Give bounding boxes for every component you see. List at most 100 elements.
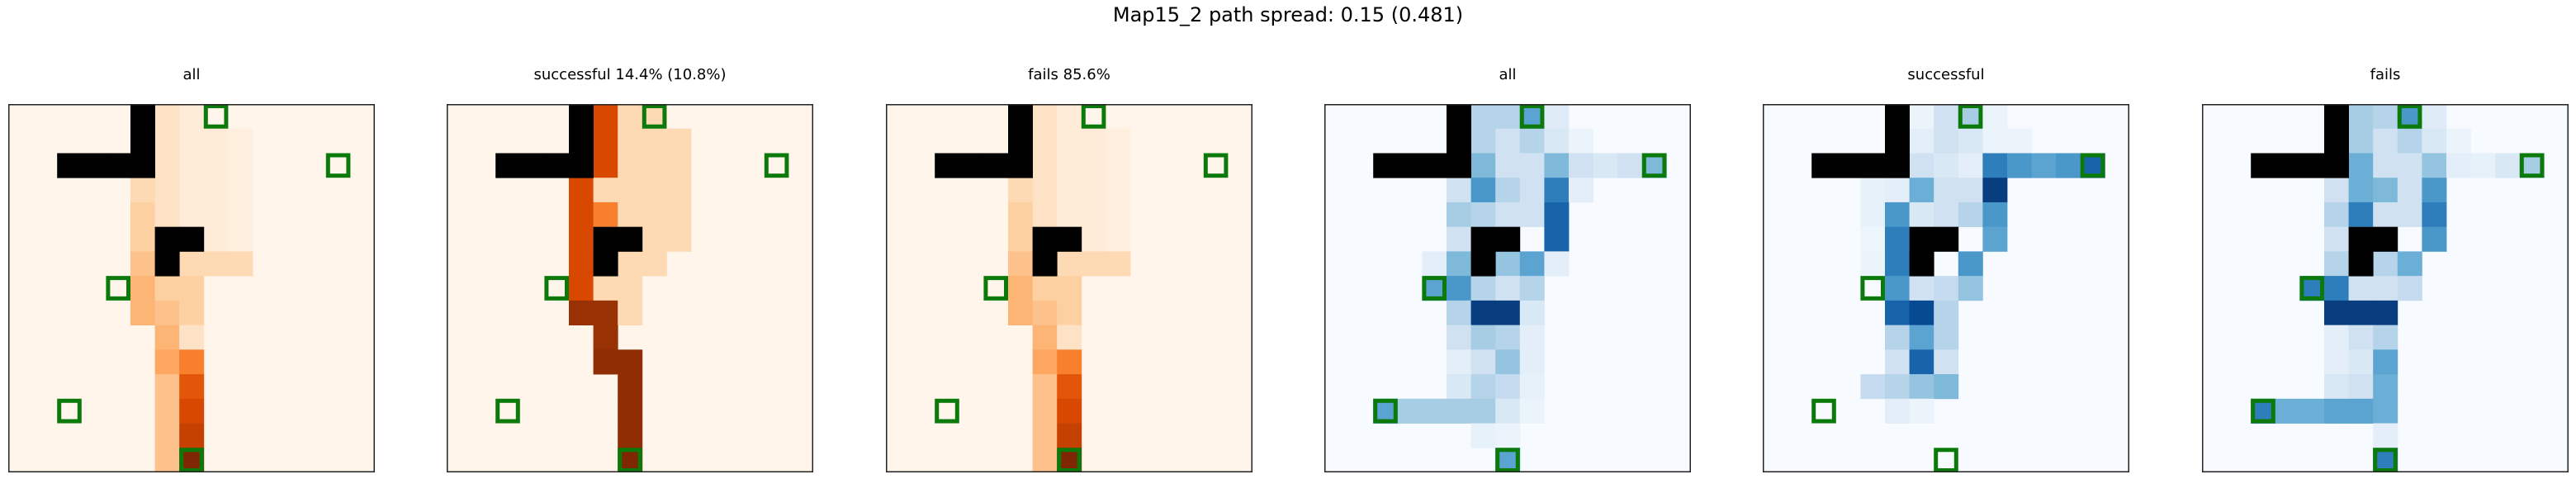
wall-cell xyxy=(2348,226,2374,252)
target-marker xyxy=(179,448,204,472)
heatmap-cell xyxy=(1909,153,1934,178)
wall-cell xyxy=(1934,226,1959,252)
heatmap-cell xyxy=(2348,374,2374,400)
heatmap-cell xyxy=(1860,178,1886,203)
heatmap-cell xyxy=(1909,104,1934,130)
wall-cell xyxy=(544,153,570,178)
wall-cell xyxy=(935,153,960,178)
heatmap-cell xyxy=(2348,128,2374,154)
heatmap-cell xyxy=(154,349,180,375)
heatmap-cell xyxy=(618,153,643,178)
wall-cell xyxy=(1885,153,1910,178)
wall-cell xyxy=(106,153,131,178)
heatmap-cell xyxy=(1057,325,1082,350)
heatmap-cell xyxy=(569,276,594,301)
heatmap-cell xyxy=(2373,202,2398,228)
heatmap-panel: fails 85.6% xyxy=(886,0,1252,479)
heatmap-cell xyxy=(2373,104,2398,130)
heatmap-cell xyxy=(1106,178,1131,203)
heatmap-cell xyxy=(1032,349,1058,375)
heatmap-cell xyxy=(2299,398,2325,424)
heatmap-cell xyxy=(179,300,205,325)
wall-cell xyxy=(1811,153,1837,178)
heatmap-cell xyxy=(154,178,180,203)
wall-cell xyxy=(1495,226,1521,252)
heatmap-cell xyxy=(593,325,618,350)
heatmap-cell xyxy=(1032,300,1058,325)
heatmap-cell xyxy=(1885,398,1910,424)
heatmap-cell xyxy=(1106,202,1131,228)
heatmap-cell xyxy=(154,300,180,325)
heatmap-cell xyxy=(1032,178,1058,203)
heatmap-cell xyxy=(1544,251,1570,277)
heatmap-cell xyxy=(2422,202,2447,228)
heatmap-cell xyxy=(154,448,180,472)
heatmap-cell xyxy=(228,202,253,228)
heatmap-cell xyxy=(2422,178,2447,203)
target-marker xyxy=(1422,276,1447,301)
heatmap-cell xyxy=(2470,153,2496,178)
heatmap-cell xyxy=(1495,276,1521,301)
heatmap-cell xyxy=(1057,178,1082,203)
heatmap-cell xyxy=(1860,251,1886,277)
heatmap-cell xyxy=(1958,276,1983,301)
heatmap-cell xyxy=(1495,349,1521,375)
target-marker xyxy=(764,153,789,178)
heatmap-cell xyxy=(2373,153,2398,178)
heatmap-cell xyxy=(1958,128,1983,154)
heatmap-cell xyxy=(1397,398,1423,424)
heatmap-cell xyxy=(1519,128,1545,154)
heatmap-cell xyxy=(2373,325,2398,350)
heatmap-cell xyxy=(1106,251,1131,277)
heatmap-cell xyxy=(179,349,205,375)
wall-cell xyxy=(2251,153,2276,178)
wall-cell xyxy=(2348,251,2374,277)
plot-frame xyxy=(8,104,375,472)
heatmap-cell xyxy=(2397,128,2422,154)
heatmap-cell xyxy=(1495,398,1521,424)
heatmap-panel: successful 14.4% (10.8%) xyxy=(447,0,813,479)
heatmap-cell xyxy=(1008,300,1033,325)
target-marker xyxy=(642,104,667,129)
plot-frame xyxy=(1763,104,2129,472)
heatmap-cell xyxy=(1885,251,1910,277)
heatmap-cell xyxy=(1909,300,1934,325)
heatmap-cell xyxy=(1909,349,1934,375)
heatmap-cell xyxy=(1470,325,1496,350)
heatmap-cell xyxy=(1934,128,1959,154)
heatmap-cell xyxy=(1106,128,1131,154)
heatmap-cell xyxy=(2324,325,2349,350)
heatmap-cell xyxy=(1982,104,2008,130)
heatmap-cell xyxy=(1032,276,1058,301)
heatmap-cell xyxy=(593,178,618,203)
heatmap-cell xyxy=(1885,374,1910,400)
wall-cell xyxy=(1885,128,1910,154)
heatmap-cell xyxy=(154,128,180,154)
wall-cell xyxy=(1909,226,1934,252)
heatmap-cell xyxy=(1470,398,1496,424)
wall-cell xyxy=(1032,251,1058,277)
heatmap-cell xyxy=(642,251,667,277)
heatmap-cell xyxy=(1495,423,1521,448)
heatmap-cell xyxy=(2495,153,2521,178)
wall-cell xyxy=(983,153,1009,178)
heatmap-cell xyxy=(642,178,667,203)
heatmap-cell xyxy=(2324,202,2349,228)
heatmap-cell xyxy=(1447,325,1471,350)
heatmap-cell xyxy=(1447,276,1471,301)
panel-title: all xyxy=(182,66,201,83)
heatmap-cell xyxy=(130,300,155,325)
heatmap-cell xyxy=(1447,300,1471,325)
heatmap-cell xyxy=(228,251,253,277)
heatmap-cell xyxy=(1982,202,2008,228)
heatmap-cell xyxy=(2446,128,2471,154)
target-marker xyxy=(1811,398,1836,424)
heatmap-cell xyxy=(618,128,643,154)
heatmap-cell xyxy=(1544,202,1570,228)
heatmap-cell xyxy=(666,226,692,252)
heatmap-cell xyxy=(179,153,205,178)
heatmap-cell xyxy=(1958,251,1983,277)
wall-cell xyxy=(569,104,594,130)
heatmap-cell xyxy=(2397,153,2422,178)
wall-cell xyxy=(2275,153,2300,178)
